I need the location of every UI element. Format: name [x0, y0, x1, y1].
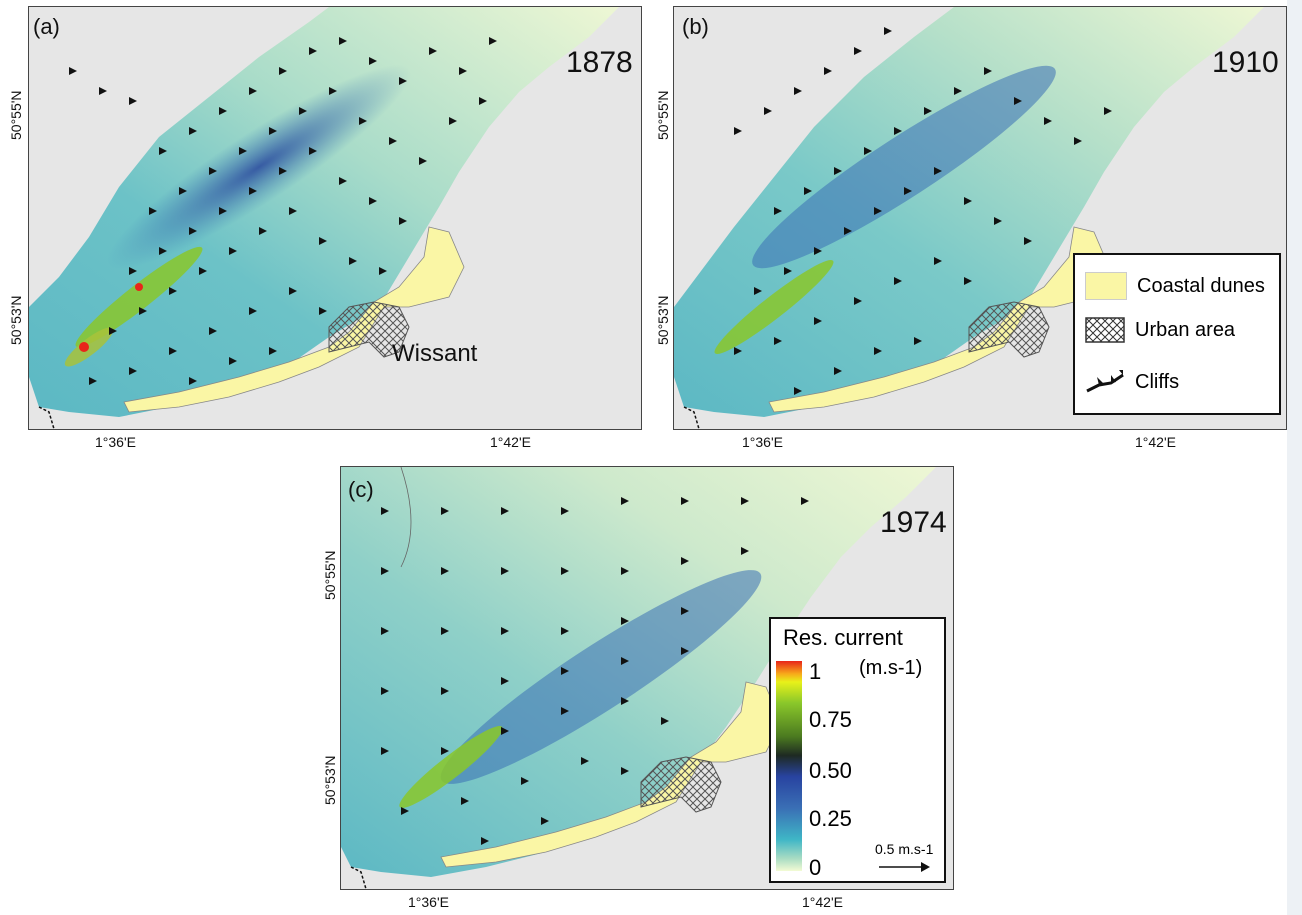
legend-item-dunes: Coastal dunes	[1085, 271, 1265, 301]
colorbar-title: Res. current	[783, 625, 903, 650]
legend-item-cliffs: Cliffs	[1085, 367, 1179, 397]
panel-c-x-tick-2: 1°42'E	[802, 894, 843, 910]
reference-arrow-icon	[879, 862, 930, 872]
panel-c-year: 1974	[880, 506, 947, 539]
colorbar-level-1: 1	[809, 659, 822, 684]
panel-b-x-tick-1: 1°36'E	[742, 434, 783, 450]
cliff-symbol-icon	[1086, 370, 1124, 393]
colorbar-gradient	[776, 661, 802, 871]
map-a-graphic	[29, 7, 641, 429]
panel-c-y-tick-2: 50°53'N	[322, 755, 338, 805]
map-c-graphic	[341, 467, 953, 889]
hatch-swatch-icon	[1085, 317, 1125, 343]
reference-arrow-label: 0.5 m.s-1	[875, 841, 934, 857]
scrollbar-track[interactable]	[1287, 0, 1302, 915]
panel-b-label: (b)	[682, 14, 709, 39]
town-label-wissant: Wissant	[392, 340, 478, 367]
colorbar-legend: Res. current (m.s-1) 1 0.75 0.50 0.25 0 …	[769, 617, 946, 883]
panel-b-year: 1910	[1212, 46, 1279, 79]
colorbar-unit: (m.s-1)	[859, 657, 923, 679]
map-panel-a	[28, 6, 642, 430]
panel-a-x-tick-2: 1°42'E	[490, 434, 531, 450]
panel-c-y-tick-1: 50°55'N	[322, 550, 338, 600]
colorbar-level-050: 0.50	[809, 758, 852, 783]
panel-a-year: 1878	[566, 46, 633, 79]
panel-c-x-tick-1: 1°36'E	[408, 894, 449, 910]
panel-a-x-tick-1: 1°36'E	[95, 434, 136, 450]
legend-label-cliffs: Cliffs	[1135, 370, 1180, 393]
panel-b-y-tick-1: 50°55'N	[655, 90, 671, 140]
dune-swatch-icon	[1085, 272, 1127, 300]
panel-a-y-tick-2: 50°53'N	[8, 295, 24, 345]
panel-b-y-tick-2: 50°53'N	[655, 295, 671, 345]
panel-c-label: (c)	[348, 477, 374, 502]
panel-b-x-tick-2: 1°42'E	[1135, 434, 1176, 450]
panel-a-y-tick-1: 50°55'N	[8, 90, 24, 140]
legend-label-urban: Urban area	[1135, 318, 1236, 341]
colorbar-level-075: 0.75	[809, 707, 852, 732]
map-legend: Coastal dunes Urban area Cliffs	[1073, 253, 1281, 415]
colorbar-level-0: 0	[809, 855, 822, 880]
panel-a-label: (a)	[33, 14, 60, 39]
legend-label-dunes: Coastal dunes	[1137, 274, 1265, 297]
colorbar-level-025: 0.25	[809, 806, 852, 831]
legend-item-urban: Urban area	[1085, 315, 1235, 345]
